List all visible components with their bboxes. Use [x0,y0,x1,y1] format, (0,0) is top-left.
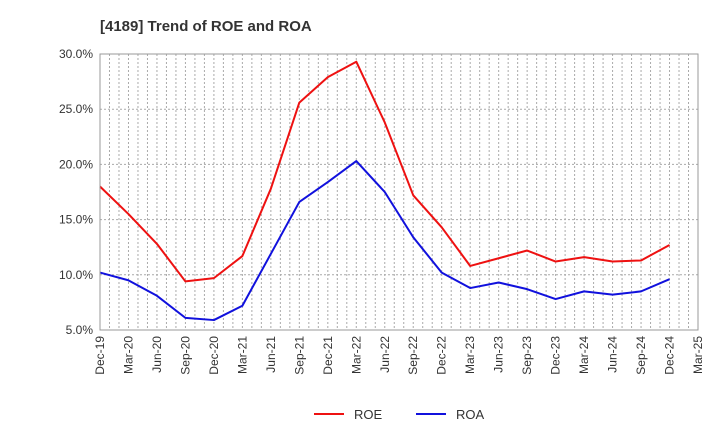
x-tick-label: Dec-21 [321,336,335,375]
x-axis: Dec-19 Mar-20 Jun-20 Sep-20 Dec-20 Mar-21 Jun-… [93,336,705,375]
series-lines [99,60,670,322]
x-tick-label: Jun-22 [378,336,392,373]
y-tick-label: 5.0% [66,323,94,337]
x-tick-label: Dec-22 [435,336,449,375]
y-tick-label: 10.0% [59,268,93,282]
x-tick-label: Jun-20 [150,336,164,373]
y-axis: 5.0% 10.0% 15.0% 20.0% 25.0% 30.0% [59,47,93,337]
x-tick-label: Mar-23 [463,336,477,374]
x-tick-label: Dec-19 [93,336,107,375]
x-tick-label: Sep-22 [406,336,420,375]
chart-title: [4189] Trend of ROE and ROA [100,18,312,35]
y-tick-label: 20.0% [59,157,93,171]
x-tick-label: Mar-25 [691,336,705,374]
x-tick-label: Mar-24 [577,336,591,374]
legend-label-roe: ROE [354,407,383,422]
plot-frame [99,53,699,331]
x-tick-label: Dec-20 [207,336,221,375]
x-tick-label: Sep-23 [520,336,534,375]
x-tick-label: Dec-24 [663,336,677,375]
x-tick-label: Dec-23 [549,336,563,375]
x-tick-label: Jun-23 [492,336,506,373]
y-tick-label: 30.0% [59,47,93,61]
x-tick-label: Mar-22 [349,336,363,374]
x-tick-label: Sep-21 [292,336,306,375]
grid [99,53,699,331]
x-tick-label: Mar-21 [235,336,249,374]
x-tick-label: Sep-20 [178,336,192,375]
legend-label-roa: ROA [456,407,485,422]
series-line-roe [99,60,670,283]
x-tick-label: Jun-24 [606,336,620,373]
y-tick-label: 25.0% [59,102,93,116]
x-tick-label: Mar-20 [121,336,135,374]
series-line-roa [99,160,670,322]
x-tick-label: Jun-21 [264,336,278,373]
legend: ROE ROA [314,407,485,422]
y-tick-label: 15.0% [59,213,93,227]
x-tick-label: Sep-24 [634,336,648,375]
